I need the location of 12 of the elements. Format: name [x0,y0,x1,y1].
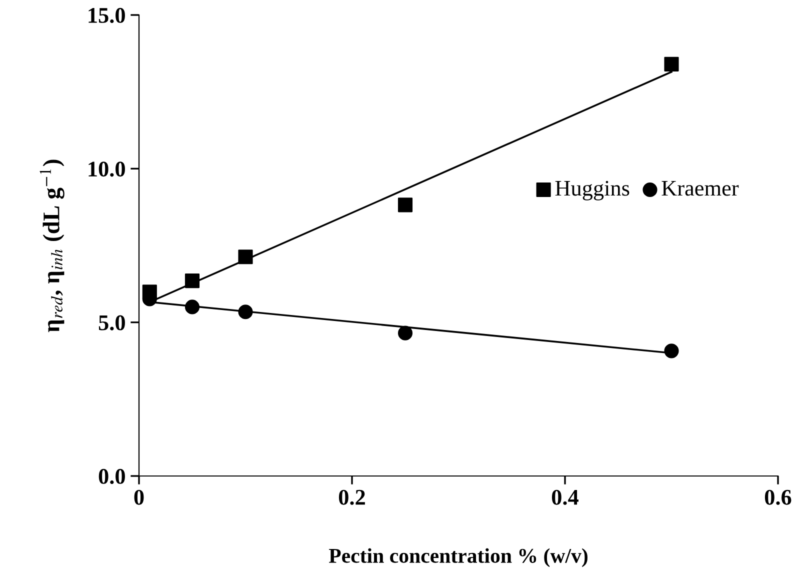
y-tick-label: 5.0 [98,315,125,330]
legend-label: Huggins [555,180,630,200]
x-tick-label: 0.2 [338,490,365,505]
y-axis-title: η$_{red}$, η$_{inh}$ (dL g$^{−1}$) [40,160,64,332]
x-tick-label: 0 [134,490,144,505]
legend-label: Kraemer [662,181,739,196]
x-axis-title: Pectin concentration % (w/v) [328,548,588,568]
y-tick-label: 15.0 [88,8,125,24]
y-tick-label: 10.0 [88,162,125,177]
x-tick-label: 0.6 [764,490,792,505]
y-tick-label: 0.0 [98,468,125,484]
x-tick-label: 0.4 [552,490,578,505]
